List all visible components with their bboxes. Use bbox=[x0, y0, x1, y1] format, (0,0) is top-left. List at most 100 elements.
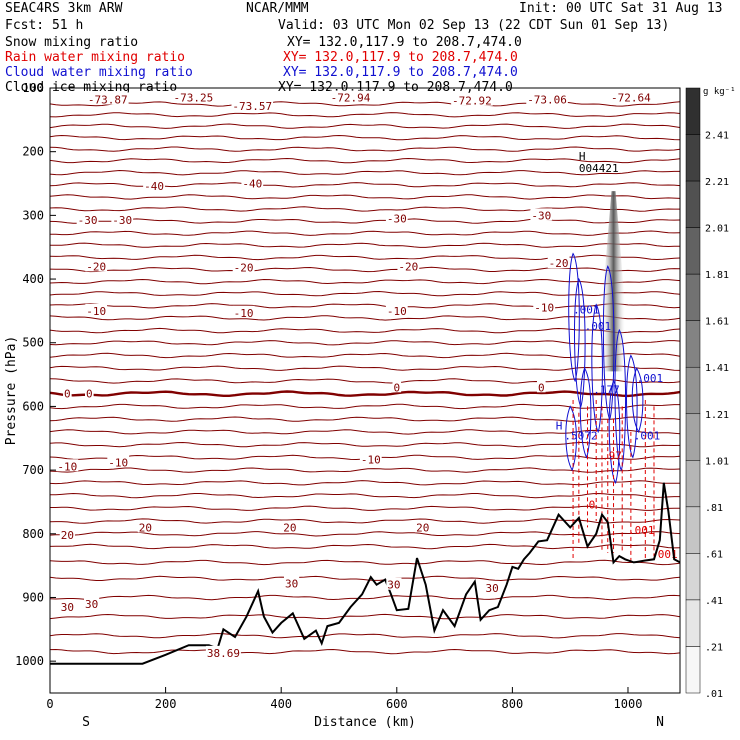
isotherm-label-bg bbox=[526, 92, 568, 105]
legend-cloud-water-name: Cloud water mixing ratio bbox=[5, 65, 193, 80]
rain-label: .001 bbox=[628, 524, 655, 537]
colorbar-tick-label: .01 bbox=[705, 689, 723, 700]
legend-rain-name: Rain water mixing ratio bbox=[5, 50, 186, 65]
colorbar-segment bbox=[685, 646, 701, 694]
isotherm-line bbox=[50, 390, 680, 398]
colorbar-tick-label: 1.61 bbox=[705, 317, 729, 328]
isotherm-line bbox=[50, 518, 680, 524]
x-tick-label: 0 bbox=[46, 697, 53, 711]
y-tick-label: 900 bbox=[22, 590, 44, 604]
isotherm-label-bg bbox=[241, 176, 264, 189]
isotherm-label-bg bbox=[143, 179, 165, 192]
isotherm-line bbox=[50, 290, 680, 297]
isotherm-label: -10 bbox=[361, 453, 381, 466]
isotherm-label-bg bbox=[86, 92, 129, 105]
isotherm-line bbox=[50, 157, 680, 164]
y-tick-label: 1000 bbox=[15, 654, 44, 668]
isotherm-line bbox=[50, 101, 680, 107]
isotherm-line bbox=[50, 531, 680, 537]
isotherm-line bbox=[50, 505, 680, 511]
valid-time: Valid: 03 UTC Mon 02 Sep 13 (22 CDT Sun … bbox=[278, 18, 670, 33]
colorbar-tick-label: 1.21 bbox=[705, 410, 729, 421]
cloud-water-contour bbox=[614, 328, 627, 472]
isotherm-label-bg bbox=[415, 520, 431, 533]
y-tick-label: 100 bbox=[22, 81, 44, 95]
isotherm-line bbox=[50, 134, 680, 141]
y-tick-label: 300 bbox=[22, 208, 44, 222]
x-tick-label: 1000 bbox=[614, 697, 643, 711]
colorbar-tick-label: .41 bbox=[705, 596, 723, 607]
y-tick-label: 500 bbox=[22, 336, 44, 350]
colorbar-segment bbox=[685, 366, 701, 415]
colorbar-tick-label: 1.81 bbox=[705, 270, 729, 281]
isotherm-label-bg bbox=[56, 459, 79, 472]
isotherm-label-bg bbox=[107, 455, 130, 468]
isotherm-line bbox=[50, 169, 680, 176]
rain-layer: .97 0 .001 .001 bbox=[572, 400, 678, 563]
legend-rain-xy: XY= 132.0,117.9 to 208.7,474.0 bbox=[283, 50, 518, 65]
isotherm-label: -10 bbox=[234, 307, 254, 320]
terrain-line bbox=[50, 482, 680, 665]
isotherm-label-bg bbox=[85, 303, 108, 316]
isotherm-label: -20 bbox=[398, 260, 418, 273]
isotherm-line bbox=[50, 648, 680, 655]
x-axis-left-end: S bbox=[82, 715, 90, 730]
cloud-water-contour bbox=[574, 277, 586, 408]
isotherm-line bbox=[50, 632, 680, 639]
isotherm-line bbox=[50, 613, 680, 620]
isotherm-line bbox=[50, 327, 680, 334]
isotherm-label-bg bbox=[137, 520, 153, 533]
y-axis-label: Pressure (hPa) bbox=[4, 336, 19, 446]
colorbar-segment bbox=[685, 273, 701, 321]
cloud-water-contour bbox=[631, 367, 644, 434]
isotherm-label-bg bbox=[76, 212, 99, 225]
isotherm-label: -73.57 bbox=[232, 100, 272, 113]
colorbar-tick-label: 1.41 bbox=[705, 363, 729, 374]
isotherm-line bbox=[50, 416, 680, 422]
cloud-water-contour bbox=[602, 265, 615, 421]
isotherm-label-bg bbox=[59, 600, 75, 613]
isotherm-label-bg bbox=[283, 576, 300, 589]
isotherm-label: -30 bbox=[531, 209, 551, 222]
isotherm-line bbox=[50, 230, 680, 236]
isotherm-line bbox=[50, 123, 680, 129]
colorbar-segment bbox=[685, 460, 701, 508]
isotherm-label: 30 bbox=[486, 582, 499, 595]
isotherm-label-bg bbox=[84, 596, 100, 609]
cloud-water-label: .001 bbox=[573, 303, 600, 316]
isotherm-label: 30 bbox=[387, 579, 400, 592]
cloud-water-label: .001 bbox=[637, 372, 664, 385]
cloud-water-label: .177 bbox=[593, 384, 620, 397]
snow-plume-layer bbox=[601, 191, 626, 372]
colorbar: 2.41 2.21 2.01 1.81 1.61 1.41 1.21 1.01 .81 .61 .4… bbox=[685, 87, 736, 700]
rain-label: .001 bbox=[651, 548, 678, 561]
isotherm-line bbox=[50, 594, 680, 601]
isotherm-label-bg bbox=[282, 520, 298, 533]
isotherm-line bbox=[50, 254, 680, 261]
init-time: Init: 00 UTC Sat 31 Aug 13 bbox=[519, 1, 723, 16]
y-tick-label: 800 bbox=[22, 527, 44, 541]
cloud-water-contour bbox=[608, 379, 621, 485]
colorbar-tick-label: 1.01 bbox=[705, 456, 729, 467]
isotherm-label: 0 bbox=[64, 388, 71, 401]
cloud-water-contour bbox=[626, 354, 638, 459]
isotherm-label: -10 bbox=[387, 305, 407, 318]
isotherm-label-bg bbox=[547, 256, 570, 269]
colorbar-segment bbox=[685, 134, 701, 182]
colorbar-segment bbox=[685, 599, 701, 647]
isotherm-label-bg bbox=[205, 645, 241, 658]
isotherm-label: -73.06 bbox=[527, 93, 567, 106]
forecast-hour: Fcst: 51 h bbox=[5, 18, 84, 33]
isotherm-label-bg bbox=[385, 211, 408, 224]
isotherm-label-bg bbox=[85, 259, 108, 272]
isotherm-label-bg bbox=[484, 580, 500, 593]
isotherm-label: -10 bbox=[534, 302, 554, 315]
isotherm-line bbox=[50, 441, 680, 448]
isotherm-label-bg bbox=[392, 380, 402, 393]
isotherm-label: -10 bbox=[108, 456, 128, 469]
isotherm-line bbox=[50, 194, 680, 200]
isotherm-label-bg bbox=[530, 208, 553, 221]
